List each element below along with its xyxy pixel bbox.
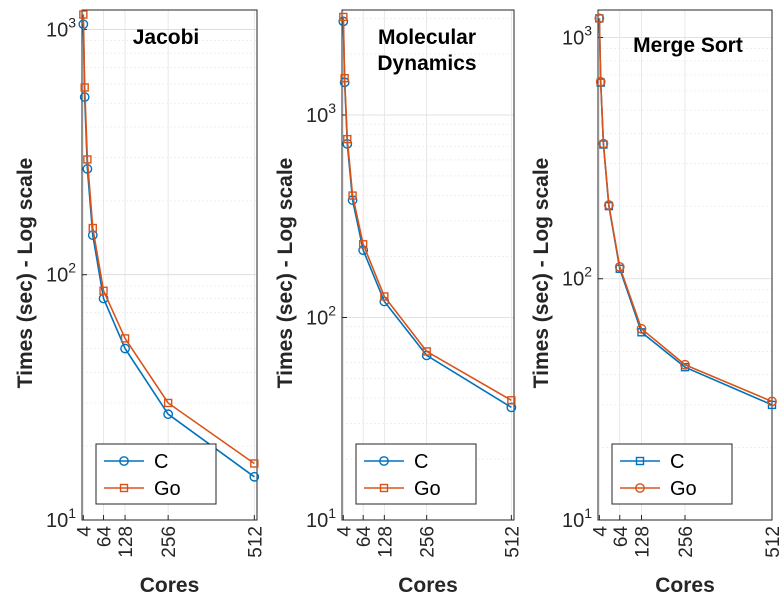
x-axis-label: Cores [398, 574, 458, 597]
chart-title: Molecular Dynamics [377, 26, 476, 75]
grid-lines [82, 10, 257, 521]
data-point [250, 459, 259, 468]
data-point [507, 396, 516, 405]
data-point [594, 13, 605, 24]
data-point [79, 10, 88, 19]
plot-area [342, 10, 514, 520]
legend: C Go [355, 443, 477, 505]
data-point [767, 396, 777, 407]
legend-box [95, 443, 217, 505]
data-point [680, 359, 690, 370]
x-tick-label: 512 [502, 526, 523, 558]
legend-marker [635, 483, 645, 493]
x-tick-label: 64 [95, 526, 116, 548]
x-tick-label: 4 [334, 526, 355, 537]
data-point [603, 200, 614, 210]
data-point [614, 261, 625, 272]
legend-label: C [414, 451, 428, 473]
legend: C Go [95, 443, 217, 505]
axes-box [81, 9, 258, 521]
x-tick-label: 4 [590, 526, 611, 537]
y-tick-label: 103 [562, 22, 592, 49]
data-point [88, 223, 97, 233]
legend-box [355, 443, 477, 505]
legend-marker [119, 483, 129, 493]
y-tick-label: 101 [306, 505, 336, 532]
legend-label: Go [154, 478, 181, 500]
y-tick-label: 101 [46, 505, 76, 532]
legend-label: C [154, 451, 168, 473]
data-point [358, 240, 368, 249]
legend-marker [379, 456, 389, 466]
series-line [82, 14, 255, 465]
data-point [339, 12, 348, 22]
data-point [163, 409, 174, 420]
legend-marker [635, 456, 645, 466]
legend-marker [119, 456, 129, 466]
axes-box [341, 9, 515, 521]
series-line [598, 18, 773, 403]
data-point [120, 343, 130, 354]
data-point [163, 398, 173, 408]
chart-panel-2: 101 102 103 464 128 256 512 Cores Times (sec) - … [274, 9, 523, 597]
x-tick-label: 64 [354, 526, 375, 548]
x-tick-label: 128 [375, 526, 396, 558]
legend: C Go [611, 443, 733, 505]
data-point [340, 73, 349, 83]
x-axis-label: Cores [655, 574, 715, 597]
data-point [80, 83, 89, 92]
x-tick-label: 512 [245, 526, 266, 558]
data-point [380, 292, 389, 301]
series-go [594, 13, 777, 407]
y-axis-label: Times (sec) - Log scale [274, 158, 297, 389]
data-point [99, 286, 108, 295]
x-axis-label: Cores [140, 574, 200, 597]
y-axis-label: Times (sec) - Log scale [530, 158, 553, 389]
y-tick-label: 102 [562, 264, 592, 291]
data-point [348, 191, 357, 200]
legend-label: Go [670, 478, 697, 500]
plot-area [82, 10, 257, 520]
x-tick-label: 256 [159, 526, 180, 558]
data-point [120, 334, 130, 343]
data-point [422, 347, 431, 356]
grid-lines [342, 10, 514, 521]
legend-label: C [670, 451, 684, 473]
x-tick-label: 64 [611, 526, 632, 548]
y-tick-label: 103 [46, 14, 76, 41]
data-point [636, 323, 647, 334]
legend-box [611, 443, 733, 505]
legend-marker [379, 483, 389, 493]
y-tick-label: 102 [46, 260, 76, 287]
series-go [79, 10, 259, 468]
data-point [343, 134, 352, 144]
data-point [249, 471, 260, 482]
data-point [598, 138, 609, 149]
legend-label: Go [414, 478, 441, 500]
data-point [595, 76, 606, 87]
x-tick-label: 256 [676, 526, 697, 558]
y-tick-label: 101 [562, 505, 592, 532]
x-tick-label: 256 [418, 526, 439, 558]
x-tick-label: 4 [74, 526, 95, 537]
chart-panel-3: 101 102 103 4 64 128 256 512 Cores Times (sec) - … [530, 9, 779, 597]
data-point [83, 155, 92, 164]
series-go [339, 12, 516, 405]
chart-panel-1: 101 102 103 4 64 128 256 512 Cores Times (sec) - … [14, 9, 266, 597]
chart-title: Merge Sort [633, 34, 743, 57]
y-axis-label: Times (sec) - Log scale [14, 158, 37, 389]
x-tick-label: 512 [763, 526, 779, 558]
series-line [342, 16, 512, 402]
y-tick-label: 102 [306, 302, 336, 329]
chart-title: Jacobi [133, 26, 200, 49]
x-tick-label: 128 [116, 526, 137, 558]
x-tick-label: 128 [633, 526, 654, 558]
y-tick-label: 103 [306, 100, 336, 127]
